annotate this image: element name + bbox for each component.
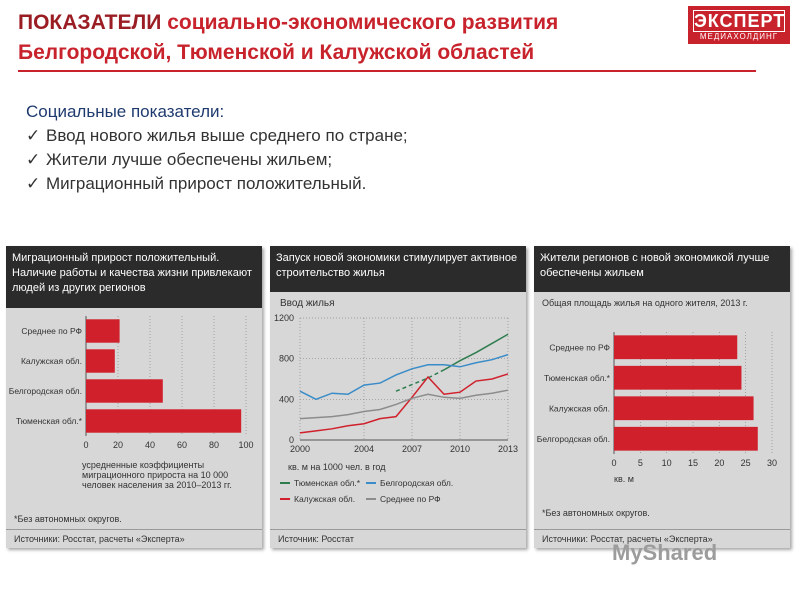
x-tick-label: 60 [177,440,187,450]
bar [86,349,115,373]
bar [86,379,163,403]
check-icon: ✓ [26,126,41,145]
x-tick-label: 25 [741,458,751,468]
check-icon: ✓ [26,174,41,193]
title-accent: ПОКАЗАТЕЛИ [18,11,162,34]
category-label: Калужская обл. [549,403,610,413]
legend-label: Калужская обл. [294,494,355,504]
check-icon: ✓ [26,150,41,169]
logo-subtitle: МЕДИАХОЛДИНГ [699,32,779,41]
bar [86,409,242,433]
chart-legend: Тюменская обл.* Белгородская обл. Калужска… [280,478,453,504]
x-tick-label: 5 [638,458,643,468]
legend-label: Среднее по РФ [380,494,441,504]
x-tick-label: 2013 [498,444,518,454]
housing-line-chart: 0 400 800 1200 2000 2004 2007 2010 2013 [274,313,518,454]
chart-caption: усредненные коэффициенты миграционного п… [82,460,232,490]
legend-label: Тюменская обл.* [294,478,361,488]
source-line: Источники: Росстат, расчеты «Эксперта» [534,529,790,548]
source-line: Источник: Росстат [270,529,526,548]
x-tick-label: 2007 [402,444,422,454]
footnote: *Без автономных округов. [14,514,122,524]
x-tick-label: 0 [83,440,88,450]
bar [614,396,754,421]
series-line [299,353,509,401]
x-tick-label: 2010 [450,444,470,454]
slide-title: ПОКАЗАТЕЛИ социально-экономического разв… [18,8,638,68]
x-tick-label: 10 [662,458,672,468]
x-tick-label: 20 [113,440,123,450]
logo-brand: ЭКСПЕРТ [693,10,786,32]
x-tick-label: 15 [688,458,698,468]
category-label: Тюменская обл.* [16,416,83,426]
bar [614,426,758,451]
y-tick-label: 800 [279,354,294,364]
per-capita-bar-chart: 0 5 10 15 20 25 30 Среднее по РФ Тюменская обл.*… [537,332,777,468]
bar [86,319,120,343]
legend-label: Белгородская обл. [380,478,453,488]
social-indicators-list: Социальные показатели: ✓ Ввод нового жиль… [26,100,408,196]
x-tick-label: 20 [714,458,724,468]
title-line1: социально-экономического развития [167,11,559,34]
title-divider [18,70,756,72]
list-item: ✓ Жители лучше обеспечены жильем; [26,148,408,172]
bar [614,365,742,390]
y-tick-label: 0 [289,435,294,445]
category-label: Белгородская обл. [9,386,82,396]
migration-bar-chart: 0 20 40 60 80 100 Среднее по РФ Калужская обл. Б… [9,316,254,450]
x-tick-label: 0 [611,458,616,468]
x-tick-label: 80 [209,440,219,450]
x-units: кв. м [614,474,634,484]
list-heading: Социальные показатели: [26,102,225,121]
x-tick-label: 30 [767,458,777,468]
list-item: ✓ Миграционный прирост положительный. [26,172,408,196]
panel-header: Запуск новой экономики стимулирует актив… [270,246,526,292]
category-label: Тюменская обл.* [544,373,611,383]
chart-subtitle: Ввод жилья [280,298,335,309]
panel-header: Жители регионов с новой экономикой лучше… [534,246,790,292]
list-item: ✓ Ввод нового жилья выше среднего по стра… [26,124,408,148]
series-line [299,373,509,434]
category-label: Калужская обл. [21,356,82,366]
watermark: MyShared [612,540,718,565]
x-tick-label: 40 [145,440,155,450]
housing-per-capita-panel: Жители регионов с новой экономикой лучше… [534,246,790,548]
y-tick-label: 400 [279,394,294,404]
x-tick-label: 2004 [354,444,374,454]
migration-panel: Миграционный прирост положительный. Нали… [6,246,262,548]
expert-logo: ЭКСПЕРТ МЕДИАХОЛДИНГ [688,6,790,44]
y-tick-label: 1200 [274,313,294,323]
panel-header: Миграционный прирост положительный. Нали… [6,246,262,308]
source-line: Источники: Росстат, расчеты «Эксперта» [6,529,262,548]
bar [614,335,738,360]
category-label: Среднее по РФ [21,326,82,336]
category-label: Белгородская обл. [537,434,610,444]
footnote: *Без автономных округов. [542,508,650,518]
x-tick-label: 2000 [290,444,310,454]
y-units: кв. м на 1000 чел. в год [288,462,386,472]
x-tick-label: 100 [238,440,253,450]
chart-subtitle: Общая площадь жилья на одного жителя, 20… [542,298,748,308]
series-line [299,389,509,420]
series-line [443,333,509,371]
category-label: Среднее по РФ [549,342,610,352]
housing-construction-panel: Запуск новой экономики стимулирует актив… [270,246,526,548]
title-line2: Белгородской, Тюменской и Калужской обла… [18,41,535,64]
